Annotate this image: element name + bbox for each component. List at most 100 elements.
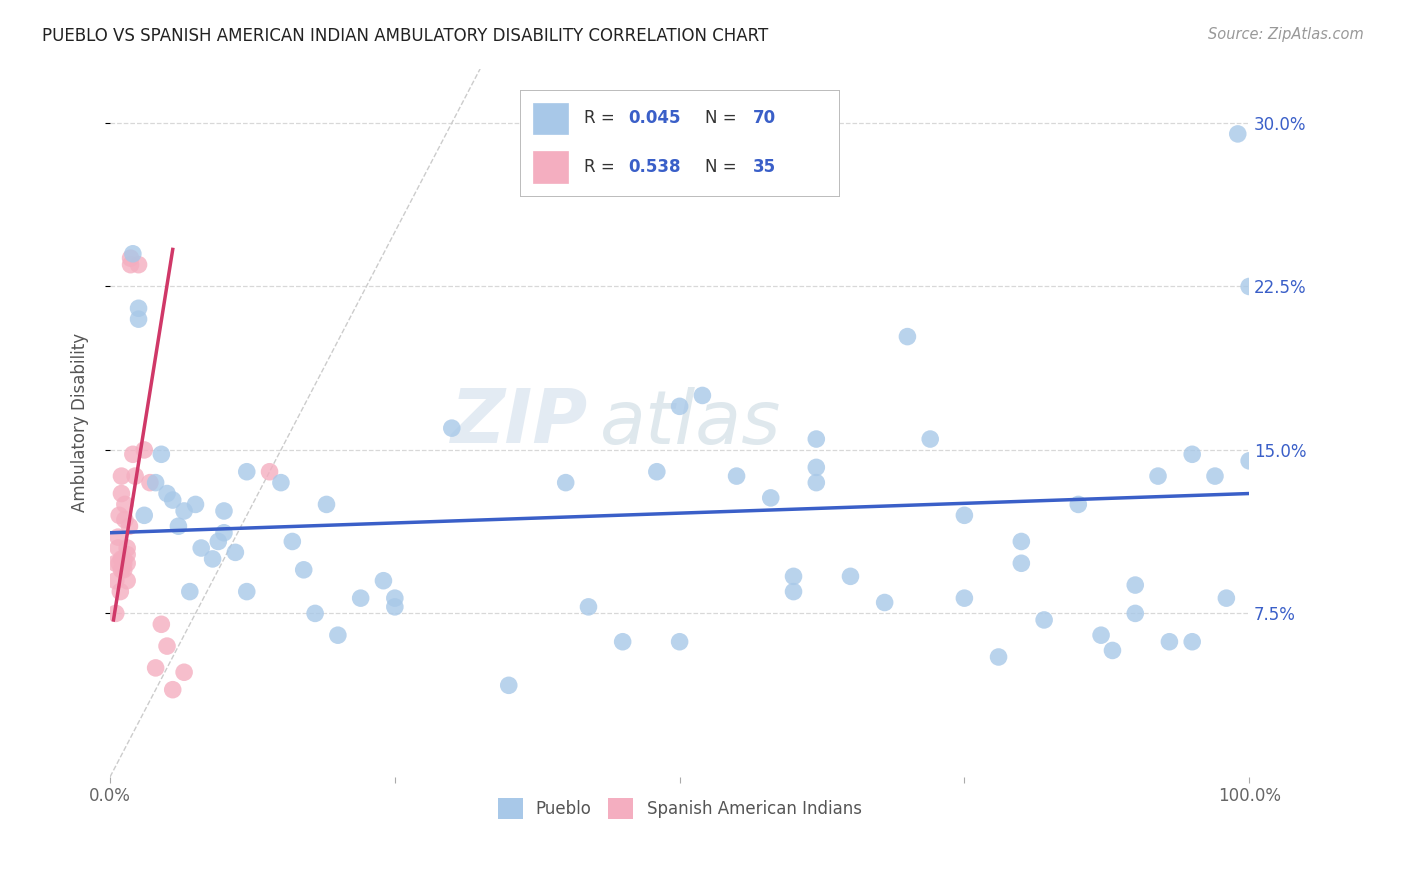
Text: PUEBLO VS SPANISH AMERICAN INDIAN AMBULATORY DISABILITY CORRELATION CHART: PUEBLO VS SPANISH AMERICAN INDIAN AMBULA… xyxy=(42,27,769,45)
Point xyxy=(236,584,259,599)
Legend: Pueblo, Spanish American Indians: Pueblo, Spanish American Indians xyxy=(491,791,869,825)
Point xyxy=(498,678,520,692)
Point xyxy=(953,508,976,523)
Point xyxy=(104,574,127,588)
Point xyxy=(110,584,132,599)
Point xyxy=(121,247,143,261)
Point xyxy=(108,508,131,523)
Point xyxy=(259,465,281,479)
Point xyxy=(224,545,246,559)
Point xyxy=(115,548,138,562)
Point xyxy=(110,486,132,500)
Point xyxy=(150,617,173,632)
Point xyxy=(107,541,129,555)
Point xyxy=(139,475,162,490)
Point xyxy=(112,563,135,577)
Point xyxy=(167,519,190,533)
Text: Source: ZipAtlas.com: Source: ZipAtlas.com xyxy=(1208,27,1364,42)
Point xyxy=(145,661,167,675)
Point xyxy=(110,469,132,483)
Point xyxy=(873,595,896,609)
Point xyxy=(1067,497,1090,511)
Point xyxy=(896,329,918,343)
Point xyxy=(350,591,373,606)
Point xyxy=(440,421,463,435)
Point xyxy=(1123,578,1146,592)
Point xyxy=(1215,591,1237,606)
Point xyxy=(668,634,690,648)
Point xyxy=(668,400,690,414)
Point xyxy=(315,497,337,511)
Point xyxy=(1181,634,1204,648)
Point xyxy=(1090,628,1112,642)
Point xyxy=(292,563,315,577)
Y-axis label: Ambulatory Disability: Ambulatory Disability xyxy=(72,333,89,512)
Point xyxy=(326,628,349,642)
Point xyxy=(128,258,150,272)
Point xyxy=(156,639,179,653)
Point xyxy=(1101,643,1123,657)
Point xyxy=(554,475,576,490)
Point xyxy=(953,591,976,606)
Point xyxy=(987,650,1010,665)
Point xyxy=(782,584,804,599)
Point xyxy=(384,599,406,614)
Point xyxy=(1123,607,1146,621)
Point xyxy=(1159,634,1181,648)
Point xyxy=(107,530,129,544)
Point xyxy=(110,563,132,577)
Point xyxy=(115,541,138,555)
Point xyxy=(128,301,150,316)
Point xyxy=(173,665,195,680)
Point xyxy=(759,491,782,505)
Point xyxy=(920,432,942,446)
Point xyxy=(384,591,406,606)
Point xyxy=(173,504,195,518)
Point xyxy=(120,258,142,272)
Point xyxy=(156,486,179,500)
Point xyxy=(1010,556,1032,570)
Point xyxy=(236,465,259,479)
Point xyxy=(1010,534,1032,549)
Point xyxy=(612,634,634,648)
Point xyxy=(128,312,150,326)
Point xyxy=(1181,447,1204,461)
Point xyxy=(121,447,143,461)
Point xyxy=(112,552,135,566)
Point xyxy=(725,469,748,483)
Point xyxy=(120,251,142,265)
Point xyxy=(1204,469,1226,483)
Point xyxy=(104,556,127,570)
Point xyxy=(281,534,304,549)
Point xyxy=(270,475,292,490)
Point xyxy=(806,432,828,446)
Point xyxy=(115,574,138,588)
Point xyxy=(134,442,156,457)
Point xyxy=(108,556,131,570)
Text: atlas: atlas xyxy=(600,387,782,458)
Point xyxy=(115,556,138,570)
Point xyxy=(104,607,127,621)
Point xyxy=(782,569,804,583)
Point xyxy=(1226,127,1249,141)
Point xyxy=(304,607,326,621)
Point xyxy=(114,497,136,511)
Point xyxy=(1237,454,1260,468)
Point xyxy=(184,497,207,511)
Point xyxy=(162,682,184,697)
Point xyxy=(692,388,714,402)
Point xyxy=(118,519,141,533)
Point xyxy=(645,465,668,479)
Point xyxy=(207,534,229,549)
Point xyxy=(212,525,235,540)
Point xyxy=(578,599,600,614)
Point xyxy=(212,504,235,518)
Point xyxy=(201,552,224,566)
Text: ZIP: ZIP xyxy=(451,386,589,459)
Point xyxy=(839,569,862,583)
Point xyxy=(145,475,167,490)
Point xyxy=(1033,613,1056,627)
Point xyxy=(110,552,132,566)
Point xyxy=(134,508,156,523)
Point xyxy=(162,493,184,508)
